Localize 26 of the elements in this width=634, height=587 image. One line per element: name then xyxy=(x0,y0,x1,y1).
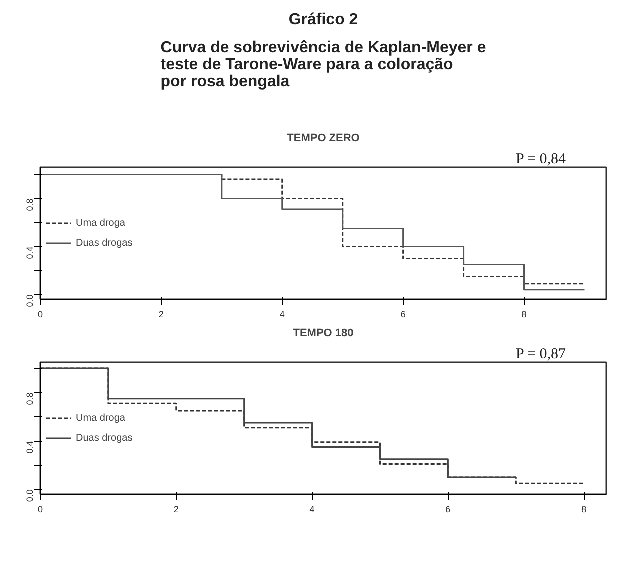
legend-label: Duas drogas xyxy=(76,238,133,248)
chart-title: TEMPO ZERO xyxy=(287,132,360,144)
x-tick-label: 8 xyxy=(582,504,587,514)
legend-label: Duas drogas xyxy=(76,432,133,444)
legend-label: Uma droga xyxy=(76,412,126,424)
x-tick-label: 6 xyxy=(446,504,451,514)
y-tick-label: 0.4 xyxy=(25,441,35,454)
legend-label: Uma droga xyxy=(76,218,126,228)
y-tick-label: 0.4 xyxy=(25,246,35,260)
x-tick-label: 0 xyxy=(38,310,44,320)
x-tick-label: 4 xyxy=(310,504,315,514)
text: Gráfico 2 xyxy=(288,12,358,28)
chart-title: TEMPO 180 xyxy=(293,328,354,340)
x-tick-label: 4 xyxy=(280,310,285,320)
x-tick-label: 0 xyxy=(38,504,44,514)
text: 0.0 xyxy=(25,490,35,502)
annotation: P = 0,87 xyxy=(516,346,566,362)
annotation: P = 0,84 xyxy=(516,152,566,168)
y-tick-label: 0.8 xyxy=(25,392,35,406)
y-tick-label: 0.8 xyxy=(25,198,35,212)
x-tick-label: 6 xyxy=(400,310,406,320)
x-tick-label: 8 xyxy=(522,310,527,320)
text: Curva de sobrevivência de Kaplan-Meyer e teste de Tarone-Ware para a coloração por rosa bengala xyxy=(160,40,486,90)
x-tick-label: 2 xyxy=(158,310,164,320)
text: 0.0 xyxy=(25,294,35,308)
x-tick-label: 2 xyxy=(174,504,179,514)
